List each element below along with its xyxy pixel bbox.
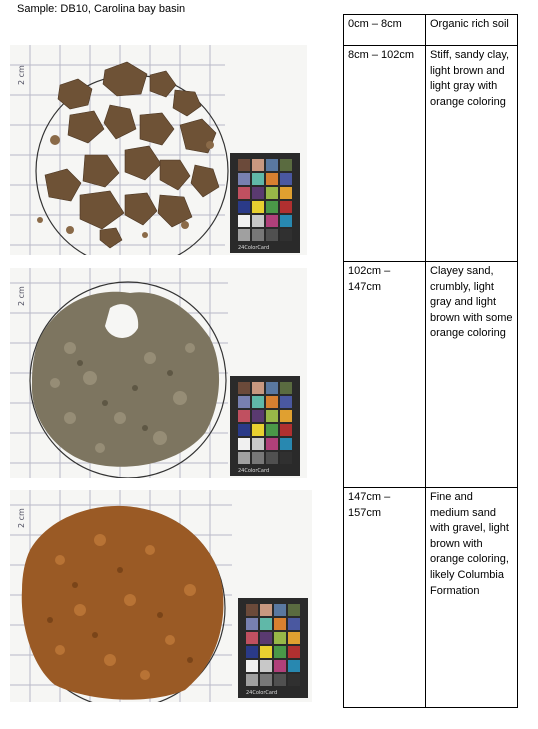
color-card-label: 24ColorCard (238, 245, 269, 251)
description-cell: Fine and medium sand with gravel, light … (425, 487, 518, 708)
description-cell: Stiff, sandy clay, light brown and light… (425, 45, 518, 262)
soil-layer-table: 0cm – 8cm Organic rich soil 8cm – 102cm … (343, 14, 518, 708)
depth-cell: 102cm – 147cm (343, 261, 426, 488)
table-row: 102cm – 147cm Clayey sand, crumbly, ligh… (343, 261, 518, 488)
depth-cell: 8cm – 102cm (343, 45, 426, 262)
svg-text:2 cm: 2 cm (17, 508, 26, 528)
soil-photo-102-147cm: 2 cm 24ColorCard (10, 268, 307, 478)
color-card-label: 24ColorCard (238, 468, 269, 474)
depth-cell: 0cm – 8cm (343, 14, 426, 46)
document-title: Sample: DB10, Carolina bay basin (17, 3, 186, 15)
soil-photo-147-157cm: 2 cm 24ColorCard (10, 490, 312, 702)
color-card-label: 24ColorCard (246, 690, 277, 696)
description-cell: Clayey sand, crumbly, light gray and lig… (425, 261, 518, 488)
depth-cell: 147cm – 157cm (343, 487, 426, 708)
soil-photo-8-102cm: 2 cm (10, 45, 307, 255)
description-cell: Organic rich soil (425, 14, 518, 46)
svg-text:2 cm: 2 cm (17, 65, 26, 85)
table-row: 8cm – 102cm Stiff, sandy clay, light bro… (343, 45, 518, 262)
table-row: 147cm – 157cm Fine and medium sand with … (343, 487, 518, 708)
table-row: 0cm – 8cm Organic rich soil (343, 14, 518, 46)
svg-text:2 cm: 2 cm (17, 286, 26, 306)
